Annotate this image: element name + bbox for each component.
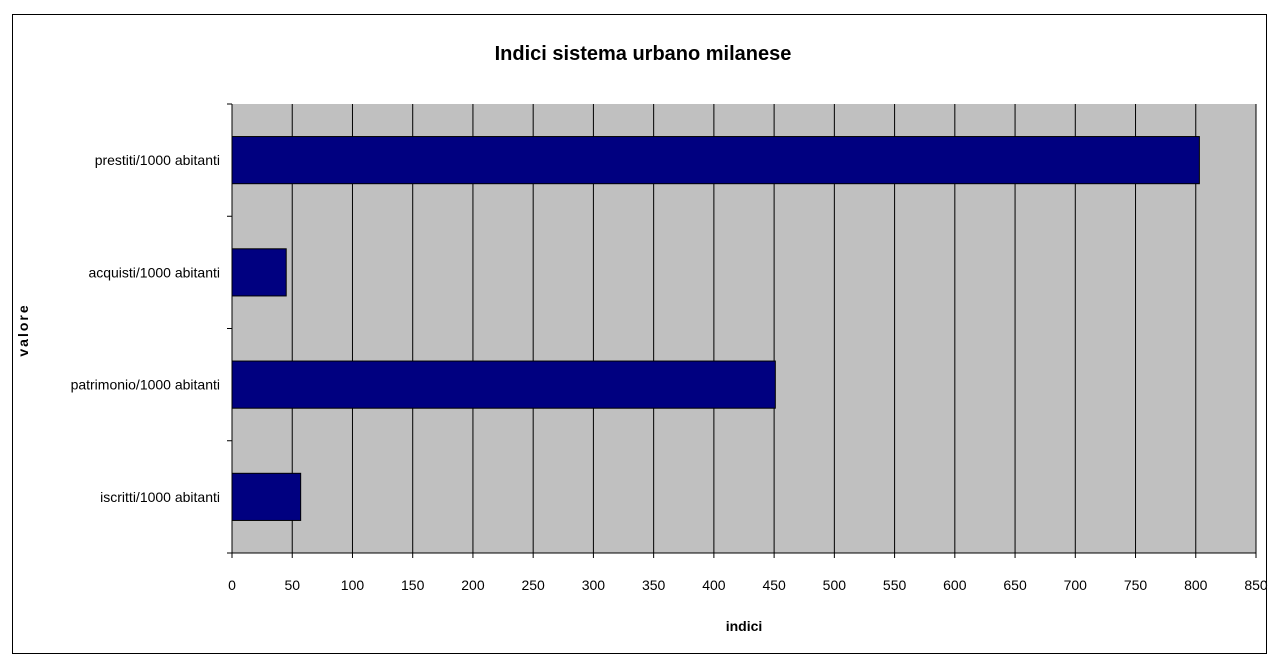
x-tick-label: 750 (1124, 577, 1148, 593)
x-tick-label: 700 (1064, 577, 1088, 593)
x-tick-label: 600 (943, 577, 967, 593)
x-tick-label: 350 (642, 577, 666, 593)
x-tick-label: 250 (521, 577, 545, 593)
axes (227, 103, 1256, 554)
x-tick-label: 50 (284, 577, 300, 593)
x-axis-title: indici (726, 618, 763, 634)
y-category-label: prestiti/1000 abitanti (95, 152, 220, 168)
bars (231, 136, 1200, 521)
bar (231, 248, 287, 297)
x-tick-label: 800 (1184, 577, 1208, 593)
x-tick-label: 150 (401, 577, 425, 593)
x-tick-label: 450 (762, 577, 786, 593)
x-tick-label: 500 (823, 577, 847, 593)
x-tick-label: 850 (1244, 577, 1268, 593)
x-tick-labels: 0 50 100 150 200 250 300 350 400 450 500 550 600 650 7… (228, 553, 1268, 593)
x-tick-label: 550 (883, 577, 907, 593)
x-tick-label: 300 (582, 577, 606, 593)
chart-title: Indici sistema urbano milanese (495, 43, 792, 65)
y-category-label: iscritti/1000 abitanti (100, 489, 220, 505)
bar (231, 136, 1200, 185)
y-category-labels: prestiti/1000 abitanti acquisti/1000 abit… (71, 152, 220, 505)
x-tick-label: 400 (702, 577, 726, 593)
x-tick-label: 100 (341, 577, 365, 593)
y-category-label: acquisti/1000 abitanti (88, 264, 220, 280)
y-category-label: patrimonio/1000 abitanti (71, 377, 220, 393)
x-tick-label: 0 (228, 577, 236, 593)
y-axis-title: valore (15, 303, 31, 356)
x-tick-label: 650 (1003, 577, 1027, 593)
bar (231, 360, 776, 409)
x-tick-label: 200 (461, 577, 485, 593)
bar (231, 472, 302, 521)
